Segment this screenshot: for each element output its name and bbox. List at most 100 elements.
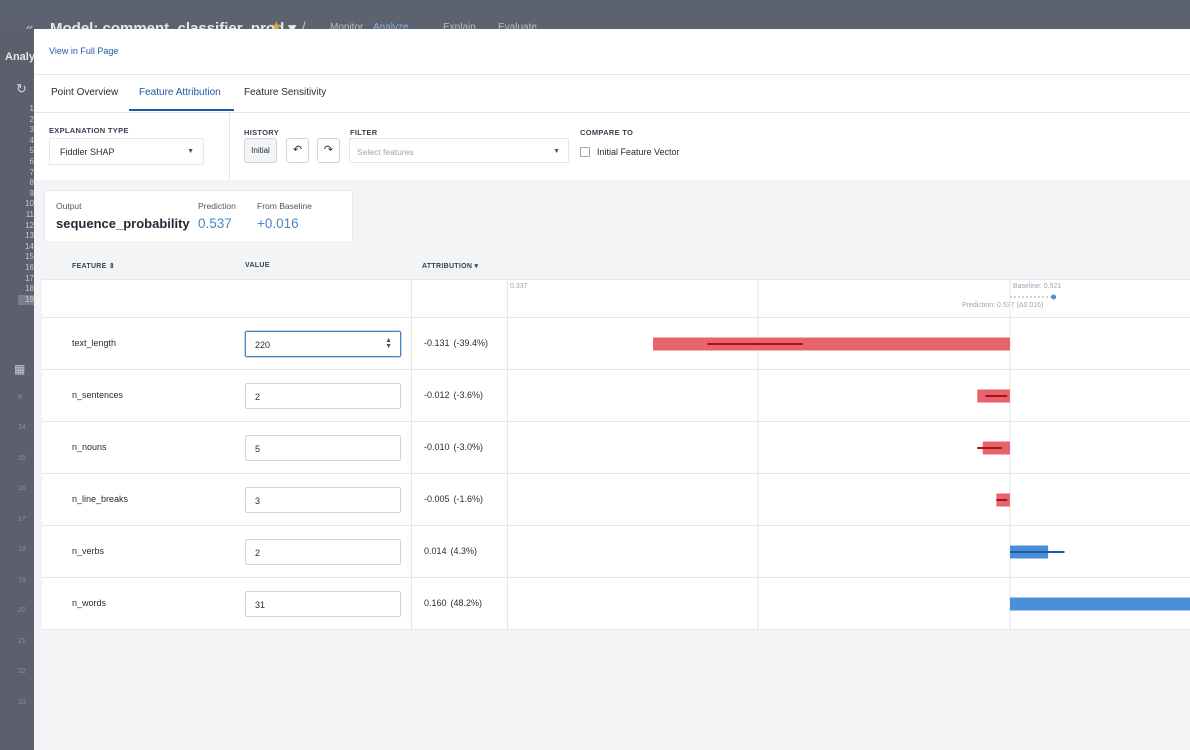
divider (229, 113, 230, 180)
row-number: 8 (29, 178, 34, 188)
feature-name: n_sentences (72, 390, 124, 400)
row-number: 14 (18, 424, 26, 431)
row-number: 18 (18, 546, 26, 553)
stepper-icon[interactable]: ▲ ▼ (385, 337, 392, 350)
feature-value-input[interactable]: 5 (245, 435, 401, 461)
view-full-page-link[interactable]: View in Full Page (49, 46, 119, 56)
divider (34, 112, 1190, 113)
baseline-label: Baseline: 0.521 (1013, 283, 1062, 290)
attribution-percent: (-3.0%) (453, 442, 484, 452)
feature-value: 3 (255, 496, 261, 506)
panel-tabs: Point Overview Feature Attribution Featu… (34, 75, 1190, 112)
attribution-value: -0.012 (-3.6%) (424, 390, 483, 400)
attribution-number: 0.014 (424, 546, 447, 556)
row-number: 20 (18, 607, 26, 614)
table-row: n_line_breaks 3 -0.005 (-1.6%) (42, 474, 1190, 526)
table-row: n_sentences 2 -0.012 (-3.6%) (42, 370, 1190, 422)
background-topbar: « Model: comment_classifier_prod ▾ ★ / M… (0, 0, 1190, 37)
attribution-number: -0.012 (424, 390, 450, 400)
chart-axis-row: 0.337 Baseline: 0.521 Prediction: 0.537 … (42, 280, 1190, 318)
caret-down-icon: ▼ (553, 148, 560, 155)
feature-value-input[interactable]: 2 (245, 539, 401, 565)
attribution-value: 0.160 (48.2%) (424, 598, 482, 608)
background-sidebar: Analy ↻ 1 2 3 4 5 6 7 8 9 10 11 12 13 14 15 16 17 18 19 ▦ … (0, 29, 35, 750)
axis-left-tick: 0.337 (510, 283, 528, 290)
from-baseline-label: From Baseline (257, 201, 312, 211)
attribution-bar (653, 337, 1010, 351)
column-divider (507, 280, 508, 629)
compare-to-label: COMPARE TO (580, 128, 634, 137)
compare-initial-checkbox[interactable] (580, 147, 590, 157)
table-row: n_verbs 2 0.014 (4.3%) (42, 526, 1190, 578)
controls-bar: EXPLANATION TYPE Fiddler SHAP ▼ HISTORY … (34, 113, 1190, 180)
undo-button[interactable]: ↶ (286, 138, 309, 163)
row-number: 11 (25, 210, 34, 219)
row-number: 5 (29, 146, 34, 156)
feature-name: text_length (72, 338, 117, 348)
feature-value-input[interactable]: 2 (245, 383, 401, 409)
attribution-number: -0.010 (424, 442, 450, 452)
attribution-percent: (4.3%) (450, 546, 478, 556)
tab-feature-attribution[interactable]: Feature Attribution (139, 87, 221, 98)
row-number: 16 (25, 263, 34, 272)
table-icon: ▦ (14, 362, 26, 376)
feature-value: 31 (255, 600, 266, 610)
explanation-type-select[interactable]: Fiddler SHAP ▼ (49, 138, 204, 165)
explanation-type-value: Fiddler SHAP (60, 147, 115, 157)
attribution-value: 0.014 (4.3%) (424, 546, 477, 556)
attribution-percent: (-1.6%) (453, 494, 484, 504)
table-row: n_nouns 5 -0.010 (-3.0%) (42, 422, 1190, 474)
table-row: text_length 220 ▲ ▼ -0.131 (-39.4%) (42, 318, 1190, 370)
attribution-percent: (48.2%) (450, 598, 483, 608)
row-number: 23 (18, 698, 26, 706)
history-label: HISTORY (244, 128, 280, 137)
table-header: FEATURE ⇕ VALUE ATTRIBUTION ▾ (42, 250, 1190, 280)
redo-button[interactable]: ↷ (317, 138, 340, 163)
feature-column-header[interactable]: FEATURE ⇕ (72, 263, 116, 270)
row-number: 10 (25, 199, 34, 209)
column-divider (411, 280, 412, 629)
nav-tab-monitor: Monitor (330, 22, 364, 33)
tab-point-overview[interactable]: Point Overview (51, 87, 119, 98)
row-number: 15 (18, 454, 26, 462)
row-number: 15 (25, 252, 34, 262)
row-number: 19 (18, 294, 34, 306)
hash-icon: # (18, 394, 22, 401)
filter-label: FILTER (350, 128, 378, 137)
prediction-value: 0.537 (198, 216, 232, 231)
row-number: 12 (25, 220, 34, 230)
row-number: 9 (29, 188, 34, 198)
feature-name: n_line_breaks (72, 494, 129, 504)
redo-icon: ↷ (323, 144, 334, 156)
separator: / (302, 19, 306, 34)
row-number: 17 (18, 515, 26, 523)
feature-value-input[interactable]: 220 ▲ ▼ (245, 331, 401, 357)
attribution-percent: (-3.6%) (453, 390, 484, 400)
nav-tab-analyze: Analyze (373, 22, 409, 33)
feature-value: 5 (255, 444, 261, 454)
row-number: 18 (25, 284, 34, 294)
attribution-value: -0.010 (-3.0%) (424, 442, 483, 452)
attribution-column-header[interactable]: ATTRIBUTION ▾ (422, 263, 479, 270)
nav-tab-explain: Explain (443, 22, 476, 33)
feature-value: 2 (255, 548, 261, 558)
caret-down-icon: ▼ (187, 148, 194, 155)
tab-feature-sensitivity[interactable]: Feature Sensitivity (244, 87, 327, 98)
row-number: 21 (18, 637, 26, 645)
explanation-type-label: EXPLANATION TYPE (49, 126, 129, 135)
feature-value-input[interactable]: 3 (245, 487, 401, 513)
filter-select[interactable]: Select features ▼ (349, 138, 569, 163)
history-initial-button[interactable]: Initial (244, 138, 277, 163)
refresh-icon: ↻ (16, 81, 27, 96)
collapse-icon: « (26, 20, 34, 35)
attribution-value: -0.131 (-39.4%) (424, 338, 488, 348)
feature-value-input[interactable]: 31 (245, 591, 401, 617)
nav-tab-evaluate: Evaluate (498, 22, 537, 33)
prediction-label: Prediction: 0.537 (Δ0.016) (962, 302, 1044, 309)
divider (34, 74, 1190, 75)
attribution-chart (653, 280, 1190, 629)
row-number: 1 (29, 104, 34, 113)
attribution-number: 0.160 (424, 598, 447, 608)
row-number: 19 (18, 576, 26, 584)
attribution-bar (1010, 597, 1190, 611)
